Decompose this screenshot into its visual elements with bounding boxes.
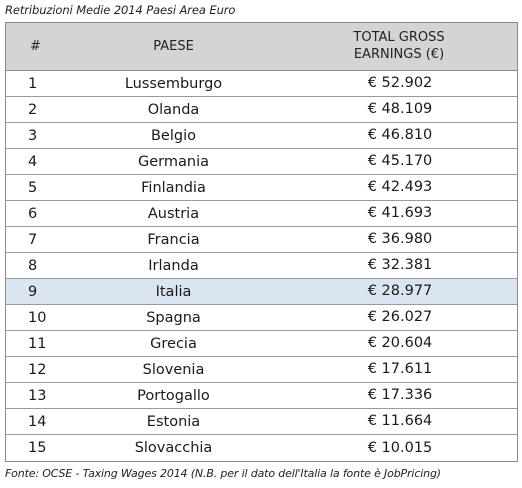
table-row: 7 Francia € 36.980 — [6, 227, 517, 253]
row-number: 11 — [28, 335, 47, 352]
row-country: Slovenia — [142, 361, 205, 378]
table-row: 2 Olanda € 48.109 — [6, 97, 517, 123]
header-earnings-line1: TOTAL GROSS — [353, 30, 445, 46]
row-number: 1 — [28, 75, 38, 92]
table-row: 14 Estonia € 11.664 — [6, 409, 517, 435]
table-row: 8 Irlanda € 32.381 — [6, 253, 517, 279]
row-earnings: € 32.381 — [367, 257, 433, 274]
table-header-row: # PAESE TOTAL GROSS EARNINGS (€) — [6, 23, 517, 71]
row-earnings: € 45.170 — [367, 153, 433, 170]
table-row: 11 Grecia € 20.604 — [6, 331, 517, 357]
table-row: 9 Italia € 28.977 — [6, 279, 517, 305]
row-number: 9 — [28, 283, 38, 300]
row-earnings: € 17.336 — [367, 387, 433, 404]
row-earnings: € 11.664 — [367, 413, 433, 430]
row-country: Francia — [147, 231, 200, 248]
earnings-table: # PAESE TOTAL GROSS EARNINGS (€) 1 Lussem… — [5, 22, 518, 462]
row-country: Estonia — [146, 413, 201, 430]
row-number: 13 — [28, 387, 47, 404]
table-row: 5 Finlandia € 42.493 — [6, 175, 517, 201]
table-row: 3 Belgio € 46.810 — [6, 123, 517, 149]
table-row: 12 Slovenia € 17.611 — [6, 357, 517, 383]
row-earnings: € 46.810 — [367, 127, 433, 144]
row-earnings: € 26.027 — [367, 309, 433, 326]
row-number: 8 — [28, 257, 38, 274]
row-number: 3 — [28, 127, 38, 144]
table-row: 6 Austria € 41.693 — [6, 201, 517, 227]
row-country: Belgio — [150, 127, 196, 144]
table-row: 13 Portogallo € 17.336 — [6, 383, 517, 409]
header-earnings: TOTAL GROSS EARNINGS (€) — [283, 30, 517, 63]
row-country: Portogallo — [137, 387, 210, 404]
row-earnings: € 17.611 — [367, 361, 433, 378]
table-row: 1 Lussemburgo € 52.902 — [6, 71, 517, 97]
row-number: 2 — [28, 101, 38, 118]
table-row: 4 Germania € 45.170 — [6, 149, 517, 175]
source-footnote: Fonte: OCSE - Taxing Wages 2014 (N.B. pe… — [5, 467, 441, 480]
table-row: 10 Spagna € 26.027 — [6, 305, 517, 331]
header-earnings-line2: EARNINGS (€) — [353, 46, 445, 62]
row-country: Olanda — [147, 101, 200, 118]
row-country: Spagna — [146, 309, 201, 326]
header-country: PAESE — [153, 39, 194, 54]
row-number: 12 — [28, 361, 47, 378]
row-country: Lussemburgo — [124, 75, 223, 92]
row-number: 10 — [28, 309, 47, 326]
row-country: Grecia — [150, 335, 197, 352]
row-earnings: € 42.493 — [367, 179, 433, 196]
row-country: Italia — [155, 283, 192, 300]
row-number: 7 — [28, 231, 38, 248]
row-country: Finlandia — [141, 179, 206, 196]
row-number: 14 — [28, 413, 47, 430]
row-earnings: € 10.015 — [367, 439, 433, 456]
row-number: 4 — [28, 153, 38, 170]
row-earnings: € 48.109 — [367, 101, 433, 118]
table-body: 1 Lussemburgo € 52.902 2 Olanda € 48.109 3 Belg… — [6, 71, 517, 461]
table-row: 15 Slovacchia € 10.015 — [6, 435, 517, 461]
row-number: 15 — [28, 440, 47, 456]
row-earnings: € 52.902 — [367, 75, 433, 92]
row-country: Irlanda — [148, 257, 199, 274]
row-earnings: € 20.604 — [367, 335, 433, 352]
header-number: # — [30, 39, 41, 54]
row-earnings: € 36.980 — [367, 231, 433, 248]
row-number: 5 — [28, 179, 38, 196]
row-earnings: € 41.693 — [367, 205, 433, 222]
row-number: 6 — [28, 205, 38, 222]
row-country: Austria — [147, 205, 200, 222]
table-caption: Retribuzioni Medie 2014 Paesi Area Euro — [5, 3, 236, 17]
row-country: Slovacchia — [134, 440, 213, 456]
row-earnings: € 28.977 — [367, 283, 433, 300]
row-country: Germania — [138, 153, 209, 170]
